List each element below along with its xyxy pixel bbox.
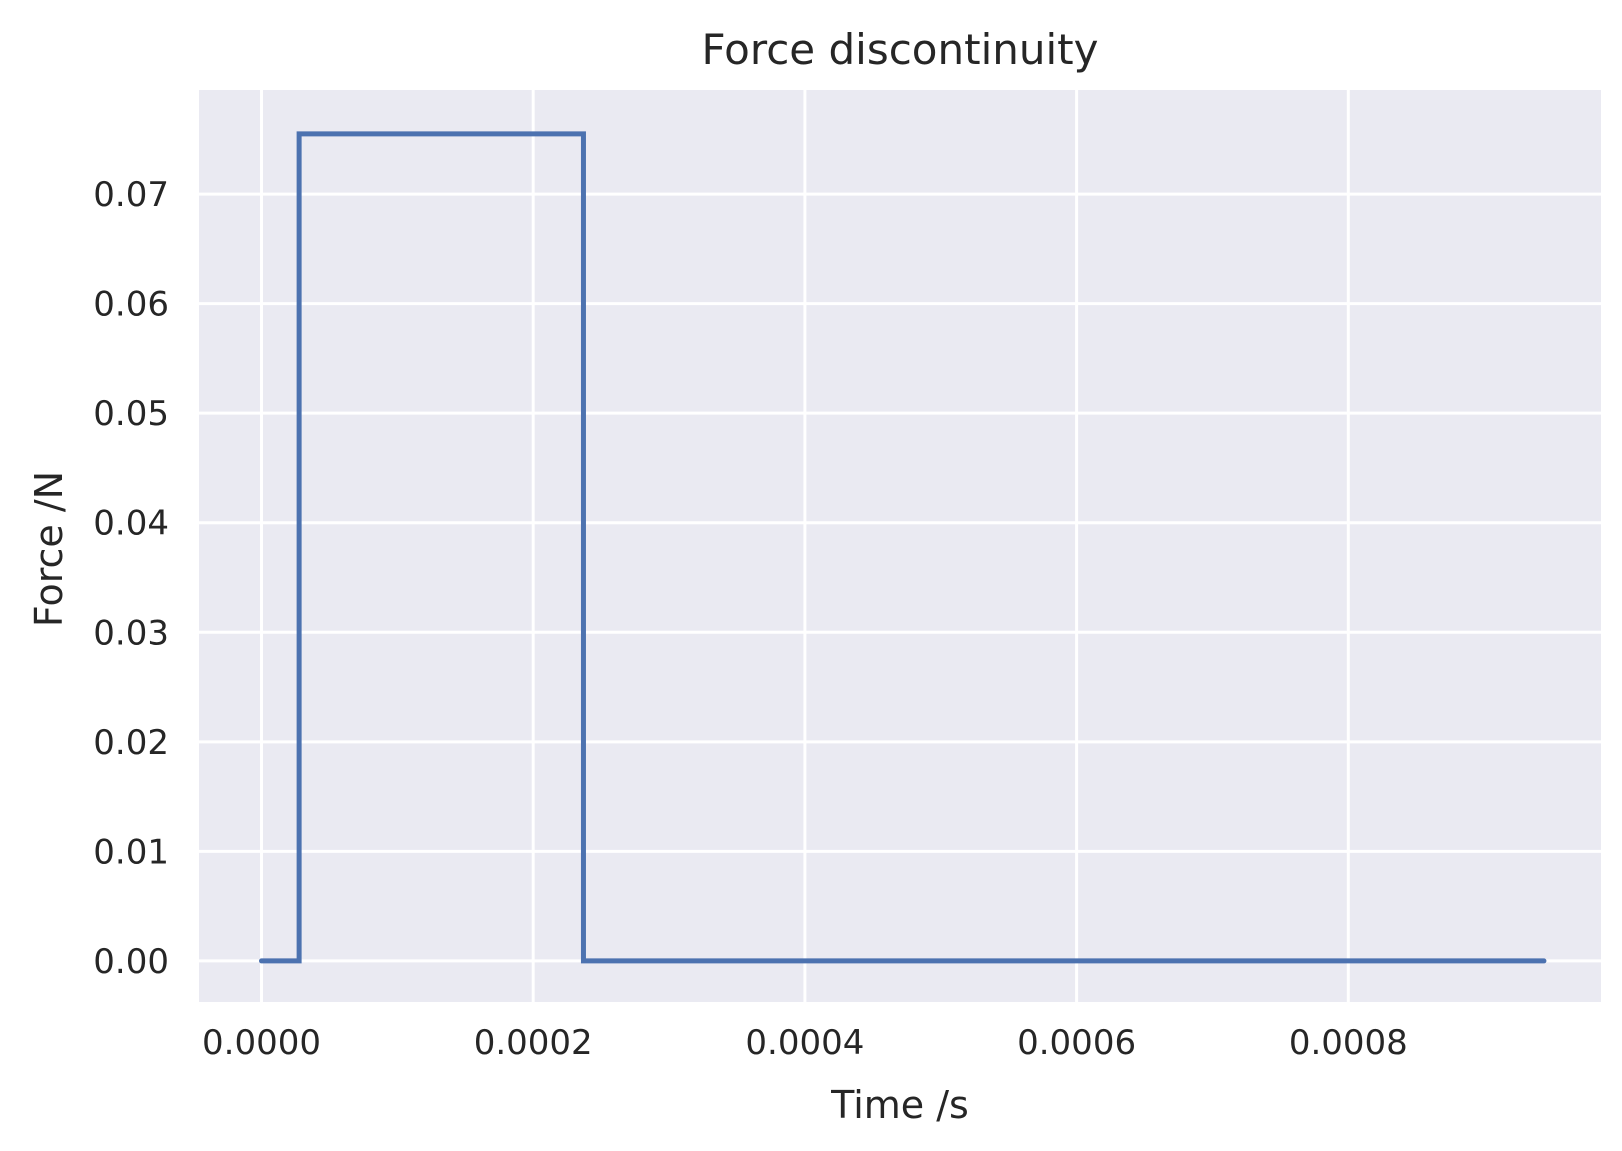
y-tick-label: 0.01 [93, 832, 169, 872]
y-tick-labels: 0.00 0.01 0.02 0.03 0.04 0.05 0.06 0.07 [93, 175, 169, 982]
y-tick-label: 0.06 [93, 285, 169, 325]
y-axis-label: Force /N [27, 471, 71, 627]
x-tick-label: 0.0000 [202, 1023, 321, 1063]
y-tick-label: 0.00 [93, 942, 169, 982]
y-tick-label: 0.07 [93, 175, 169, 215]
x-tick-labels: 0.0000 0.0002 0.0004 0.0006 0.0008 [202, 1023, 1408, 1063]
series-layer [258, 131, 1547, 964]
x-tick-label: 0.0004 [745, 1023, 864, 1063]
x-tick-label: 0.0006 [1017, 1023, 1136, 1063]
y-tick-label: 0.05 [93, 394, 169, 434]
plot-area [199, 90, 1601, 1002]
chart-title: Force discontinuity [702, 25, 1099, 74]
x-axis-label: Time /s [830, 1083, 969, 1127]
x-tick-label: 0.0002 [474, 1023, 593, 1063]
y-tick-label: 0.03 [93, 613, 169, 653]
series-line-force [258, 131, 1547, 964]
x-tick-label: 0.0008 [1289, 1023, 1408, 1063]
y-tick-label: 0.02 [93, 723, 169, 763]
y-tick-label: 0.04 [93, 504, 169, 544]
